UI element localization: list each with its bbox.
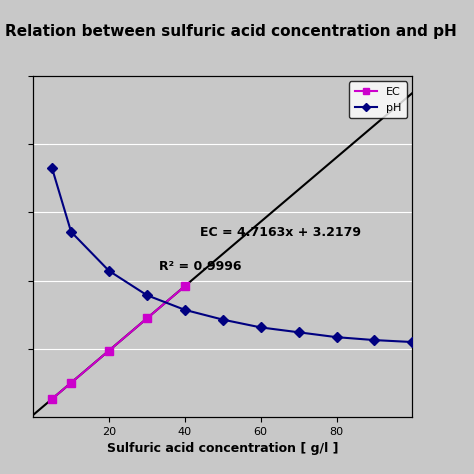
Legend: EC, pH: EC, pH bbox=[349, 82, 407, 118]
Text: EC = 4.7163x + 3.2179: EC = 4.7163x + 3.2179 bbox=[200, 226, 361, 239]
Text: Relation between sulfuric acid concentration and pH: Relation between sulfuric acid concentra… bbox=[5, 24, 456, 39]
X-axis label: Sulfuric acid concentration [ g/l ]: Sulfuric acid concentration [ g/l ] bbox=[107, 442, 338, 456]
Text: R² = 0.9996: R² = 0.9996 bbox=[159, 260, 241, 273]
